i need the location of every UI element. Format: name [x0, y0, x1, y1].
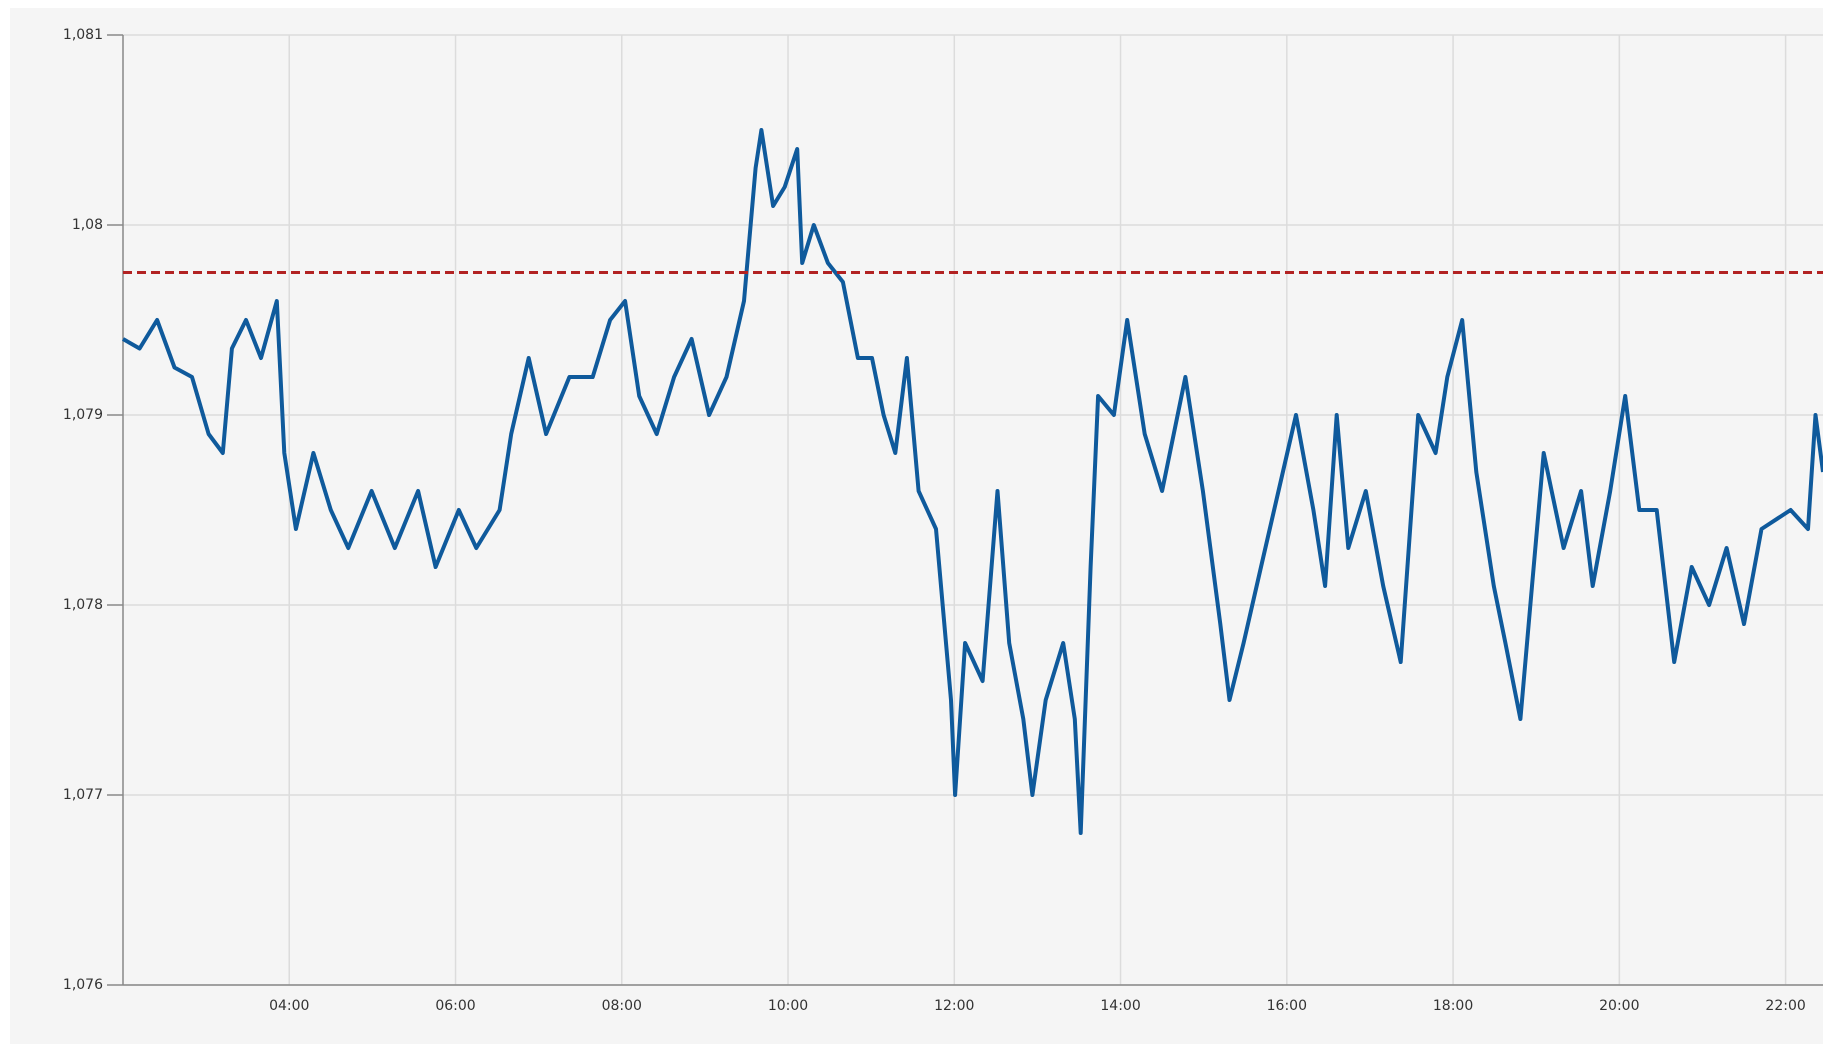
x-tick-label: 04:00: [269, 998, 309, 1014]
y-tick-label: 1,08: [72, 217, 103, 233]
chart-background: [10, 8, 1823, 1044]
x-tick-label: 18:00: [1433, 998, 1473, 1014]
data-line: [122, 128, 1823, 835]
y-tick-label: 1,076: [63, 977, 103, 993]
y-tick-label: 1,077: [63, 787, 103, 803]
x-tick-label: 16:00: [1267, 998, 1307, 1014]
x-tick-label: 06:00: [435, 998, 475, 1014]
y-tick-label: 1,078: [63, 597, 103, 613]
y-tick-label: 1,079: [63, 407, 103, 423]
x-tick-label: 20:00: [1599, 998, 1639, 1014]
x-tick-label: 10:00: [768, 998, 808, 1014]
y-tick-label: 1,081: [63, 27, 103, 43]
x-tick-label: 12:00: [934, 998, 974, 1014]
x-tick-label: 08:00: [602, 998, 642, 1014]
x-tick-label: 14:00: [1100, 998, 1140, 1014]
x-tick-label: 22:00: [1765, 998, 1805, 1014]
